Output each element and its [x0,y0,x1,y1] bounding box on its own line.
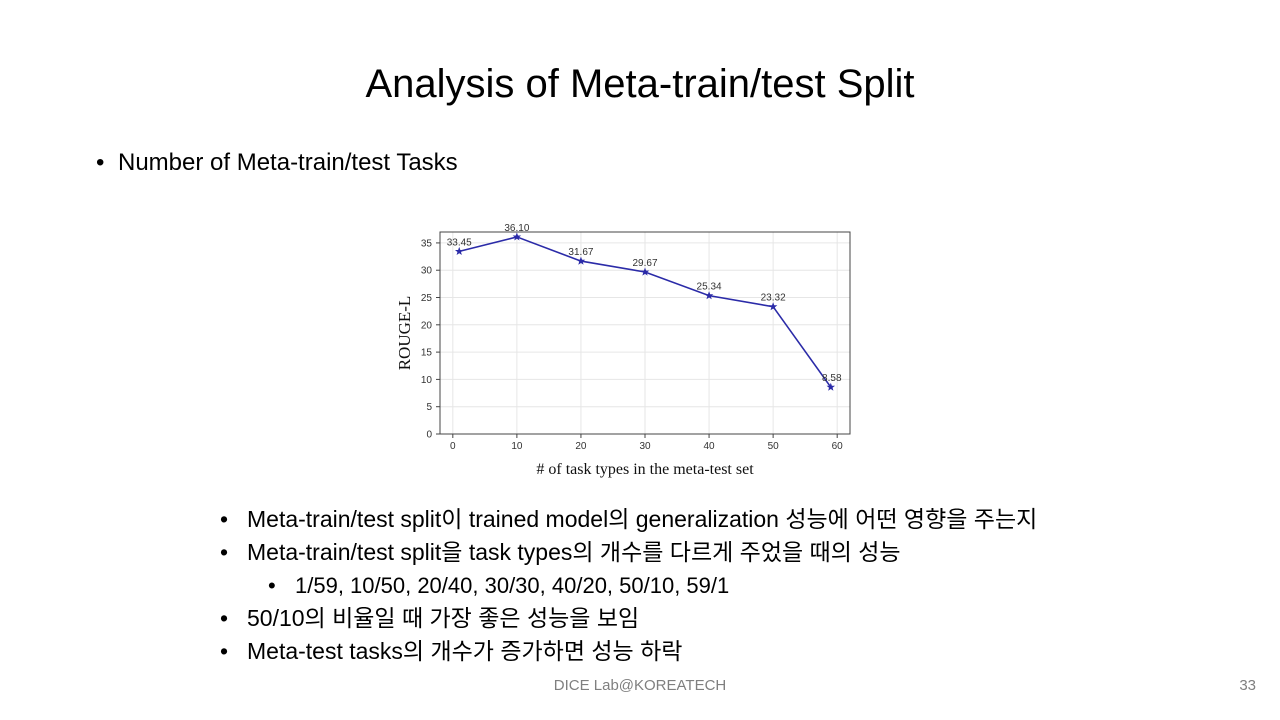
sub-bullet-item: • 1/59, 10/50, 20/40, 30/30, 40/20, 50/10… [220,569,1037,602]
footer-text: DICE Lab@KOREATECH [553,677,727,694]
bullet-dot: • [268,573,276,598]
y-tick-label: 0 [426,430,432,441]
y-tick-label: 35 [421,238,433,249]
bullet-dot: • [220,605,229,631]
data-label: 25.34 [697,282,722,293]
data-label: 36.10 [504,223,529,234]
y-tick-label: 20 [421,320,433,331]
rouge-line-chart: 0 5 10 15 20 25 30 35 0 10 20 30 40 50 60 # of task typ… [390,218,860,480]
data-label: 29.67 [632,258,657,269]
data-point-marker [454,246,464,255]
bullet-dot: • [220,539,229,565]
bullet-text: Meta-train/test split이 trained model의 ge… [247,506,1038,532]
page-number: 33 [1239,677,1256,694]
y-tick-label: 10 [421,375,433,386]
chart-svg: 0 5 10 15 20 25 30 35 0 10 20 30 40 50 60 # of task typ… [395,223,851,478]
y-axis-label: ROUGE-L [395,296,414,371]
data-label: 31.67 [568,247,593,258]
top-bullet-text: Number of Meta-train/test Tasks [118,149,458,176]
bullet-text: 1/59, 10/50, 20/40, 30/30, 40/20, 50/10,… [295,573,730,598]
bullet-list: • Meta-train/test split이 trained model의 g… [220,503,1037,668]
x-tick-label: 40 [704,441,716,452]
x-tick-label: 60 [832,441,844,452]
data-label: 33.45 [447,237,472,248]
x-tick-label: 10 [511,441,523,452]
bullet-dot: • [96,149,105,176]
bullet-item: • Meta-test tasks의 개수가 증가하면 성능 하락 [220,635,1037,668]
top-bullet-item: • Number of Meta-train/test Tasks [96,147,458,179]
bullet-item: • Meta-train/test split이 trained model의 g… [220,503,1037,536]
bullet-item: • 50/10의 비율일 때 가장 좋은 성능을 보임 [220,602,1037,635]
bullet-text: Meta-test tasks의 개수가 증가하면 성능 하락 [247,638,683,664]
bullet-dot: • [220,638,229,664]
data-point-marker [768,302,778,311]
data-point-marker [826,382,836,391]
slide-title: Analysis of Meta-train/test Split [365,62,915,106]
bullet-item: • Meta-train/test split을 task types의 개수를 … [220,536,1037,569]
bullet-text: Meta-train/test split을 task types의 개수를 다… [247,539,901,565]
bullet-text: 50/10의 비율일 때 가장 좋은 성능을 보임 [247,605,640,631]
x-tick-label: 30 [639,441,651,452]
data-label: 8.58 [822,373,842,384]
y-tick-label: 30 [421,266,433,277]
x-tick-label: 0 [450,441,456,452]
y-tick-label: 5 [426,402,432,413]
y-tick-label: 25 [421,293,433,304]
data-point-marker [512,232,522,241]
data-point-marker [576,256,586,265]
data-label: 23.32 [761,293,786,304]
bullet-dot: • [220,506,229,532]
x-tick-label: 50 [768,441,780,452]
x-tick-label: 20 [575,441,587,452]
x-axis-label: # of task types in the meta-test set [536,461,754,478]
data-point-marker [640,267,650,276]
data-point-marker [704,291,714,300]
y-tick-label: 15 [421,348,433,359]
